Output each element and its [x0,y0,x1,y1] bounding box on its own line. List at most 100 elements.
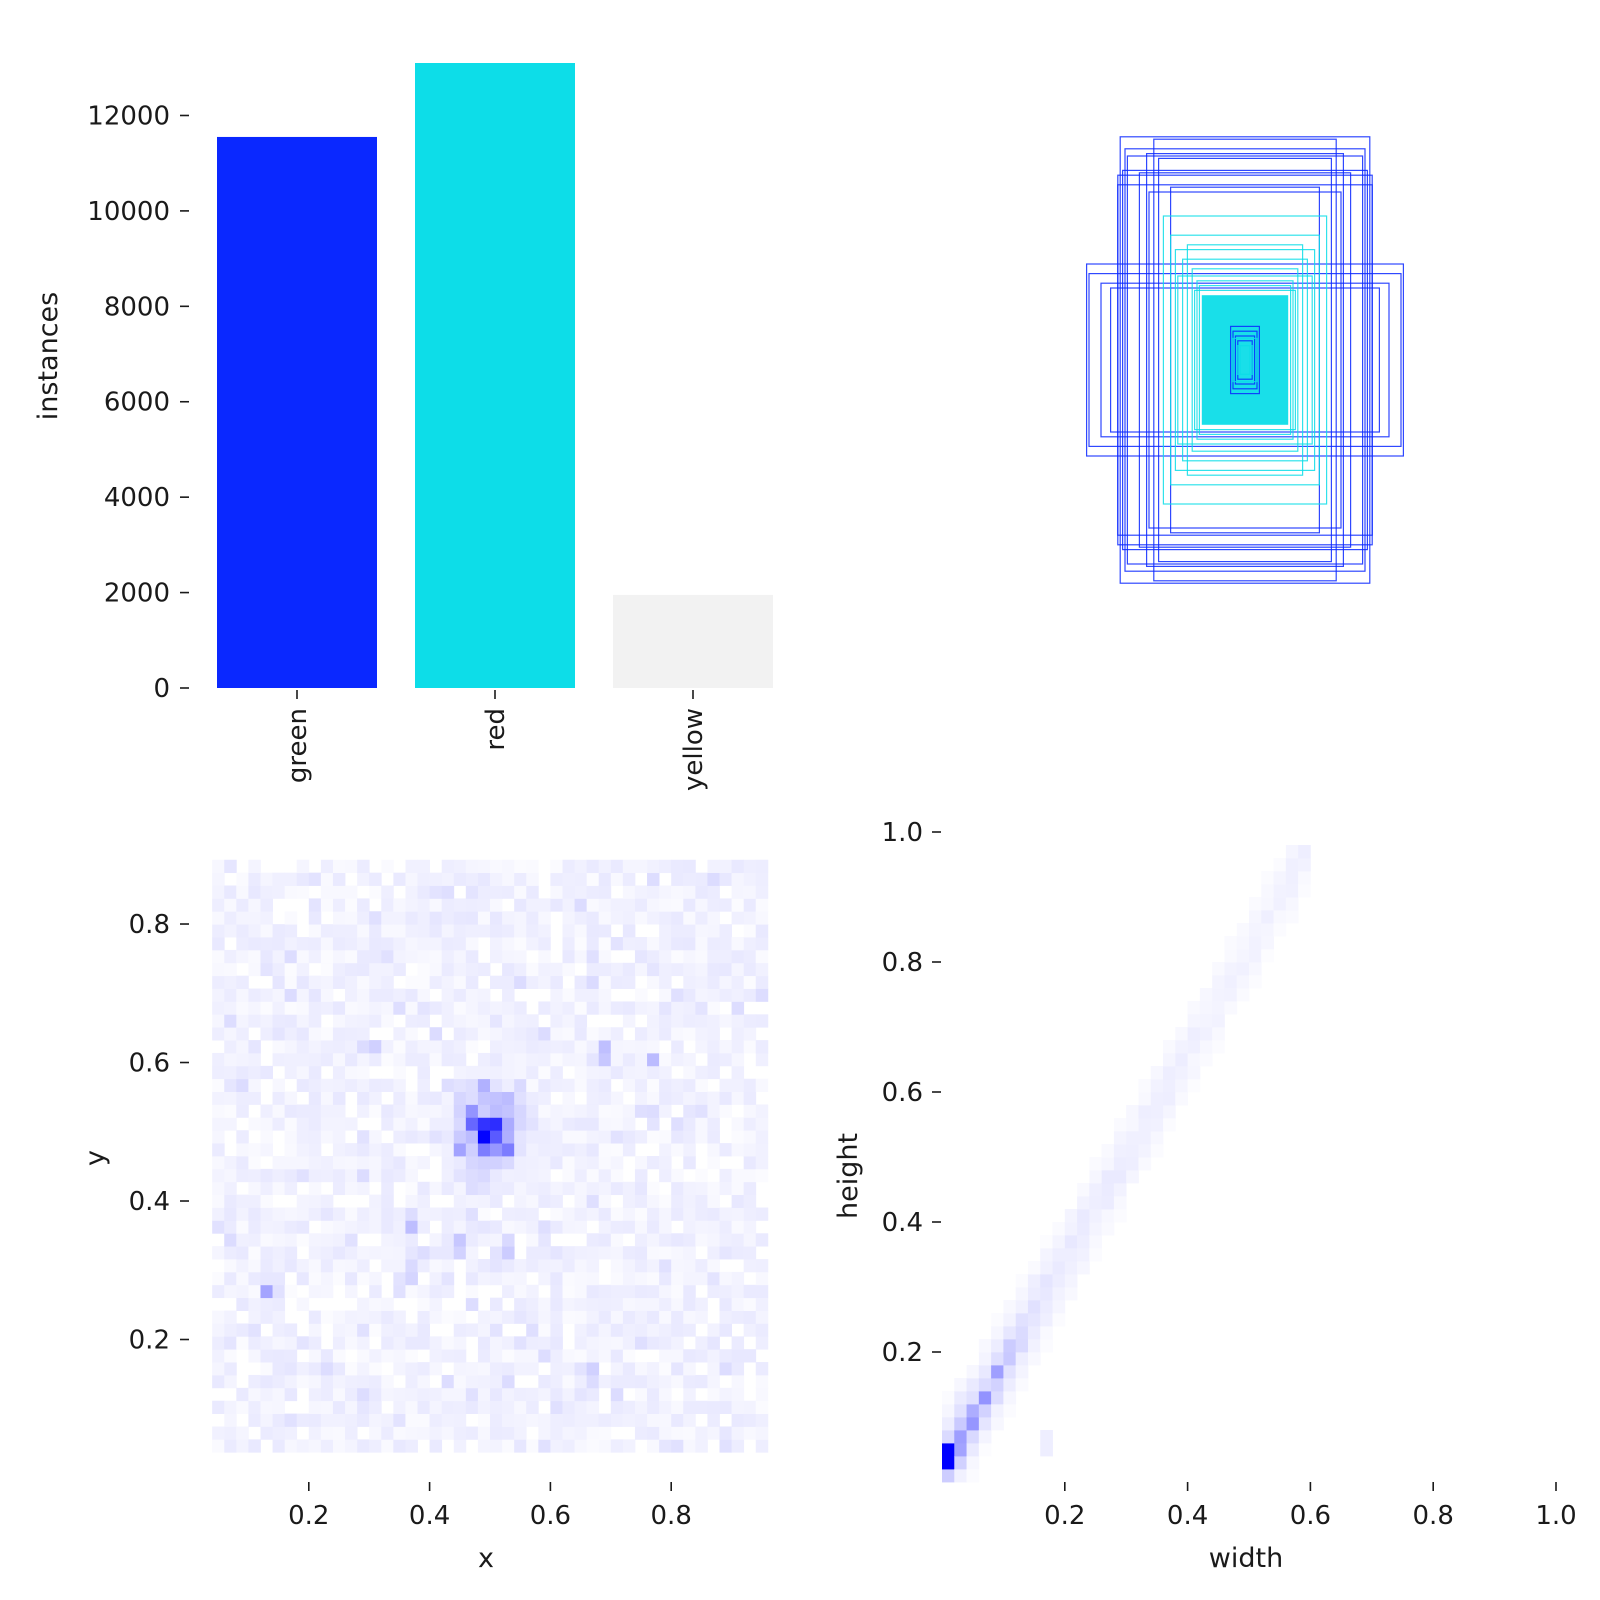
size-y-tick-label: 0.4 [882,1208,923,1238]
center-heatmap-cell [550,1259,563,1273]
center-heatmap-cell [755,1052,769,1067]
center-heatmap-cell [453,859,467,874]
size-heatmap-cell [1298,858,1311,872]
center-heatmap-cell [755,1310,769,1324]
center-heatmap-cell [502,1259,515,1273]
center-heatmap-cell [743,1413,757,1427]
center-heatmap-cell [236,1014,249,1028]
center-heatmap-cell [719,1323,732,1337]
center-heatmap-cell [743,1323,757,1337]
center-heatmap-cell [695,1181,708,1196]
center-heatmap-cell [465,1001,479,1015]
center-heatmap-cell [236,924,249,938]
size-x-tick-label: 1.0 [1535,1501,1576,1531]
center-heatmap-cell [574,1040,588,1054]
center-heatmap-cell [369,1297,382,1311]
center-heatmap-cell [345,1413,358,1427]
center-heatmap-cell [671,885,684,899]
center-heatmap-cell [381,1181,394,1196]
center-heatmap-cell [743,1284,757,1299]
center-heatmap-cell [743,885,757,899]
center-heatmap-cell [332,1014,346,1028]
center-heatmap-cell [381,1259,394,1273]
size-heatmap-cell [954,1443,967,1457]
center-heatmap-cell [212,1143,225,1157]
center-heatmap-cell [719,1426,732,1440]
center-heatmap-cell [743,1220,757,1234]
center-heatmap-cell [707,1413,720,1427]
bar-x-tick-label: green [283,708,313,783]
center-heatmap-cell [308,1168,322,1183]
center-heatmap-cell [320,1207,334,1221]
center-heatmap-cell [296,1052,310,1067]
center-heatmap-cell [731,1426,745,1440]
center-heatmap-cell [731,988,745,1002]
center-heatmap-cell [320,1001,334,1015]
center-heatmap-cell [719,1271,732,1286]
center-heatmap-cell [490,1052,503,1067]
center-heatmap-cell [502,1271,515,1286]
center-heatmap-cell [224,1168,237,1183]
center-heatmap-cell [538,1143,551,1157]
center-heatmap-cell [236,1439,249,1453]
center-heatmap-cell [707,988,720,1002]
center-heatmap-cell [429,1336,443,1350]
size-heatmap-cell [1003,1391,1017,1405]
center-heatmap-cell [332,1091,346,1105]
center-heatmap-cell [574,1078,588,1092]
center-heatmap-cell [574,1168,588,1183]
center-heatmap-cell [272,1387,286,1402]
center-heatmap-cell [538,1374,551,1389]
center-heatmap-cell [695,988,708,1002]
size-heatmap-cell [1040,1248,1053,1262]
center-heatmap-cell [707,1091,720,1105]
center-heatmap-cell [731,1181,745,1196]
center-x-tick-label: 0.8 [651,1501,692,1531]
center-heatmap-cell [647,1400,660,1414]
center-heatmap-cell [417,962,430,977]
center-heatmap-cell [647,872,660,886]
center-heatmap-cell [369,1001,382,1015]
center-heatmap-cell [562,1413,575,1427]
center-heatmap-cell [562,1439,575,1453]
center-heatmap-cell [743,1426,757,1440]
center-heatmap-cell [622,1220,636,1234]
center-heatmap-cell [308,911,322,925]
center-heatmap-cell [671,1130,684,1144]
center-heatmap-cell [538,1323,551,1337]
center-heatmap-cell [550,962,563,977]
center-x-axis-label: x [478,1543,494,1574]
size-heatmap-cell [991,1339,1004,1353]
center-heatmap-cell [369,1052,382,1067]
center-heatmap-cell [212,1284,225,1299]
center-heatmap-cell [405,1323,418,1337]
center-heatmap-cell [308,1246,322,1260]
center-heatmap-cell [453,924,467,938]
center-heatmap-cell [502,1349,515,1363]
center-heatmap-cell [417,1181,430,1196]
center-heatmap-cell [598,949,612,964]
size-heatmap-cell [1285,884,1299,898]
center-heatmap-cell [574,872,588,886]
bar-x-axis: green red yellow [283,690,709,791]
center-heatmap-cell [502,872,515,886]
center-heatmap-cell [647,1027,660,1041]
center-heatmap-cell [538,1168,551,1183]
center-heatmap-cell [308,1400,322,1414]
center-heatmap-cell [586,1117,600,1131]
center-heatmap-cell [695,962,708,977]
size-heatmap-cell [1150,1105,1164,1119]
center-heatmap-cell [695,1259,708,1273]
center-heatmap-cell [381,1207,394,1221]
center-heatmap-cell [212,1091,225,1105]
size-heatmap-cell [1249,910,1262,924]
center-heatmap-cell [477,924,491,938]
center-heatmap-cell [502,975,515,989]
center-heatmap-cell [743,1078,757,1092]
center-heatmap-cell [622,1065,636,1080]
center-heatmap-cell [490,1078,503,1092]
center-heatmap-cell [453,1168,467,1183]
center-heatmap-cell [598,1413,612,1427]
center-heatmap-cell [526,1297,539,1311]
center-heatmap-cell [550,1246,563,1260]
